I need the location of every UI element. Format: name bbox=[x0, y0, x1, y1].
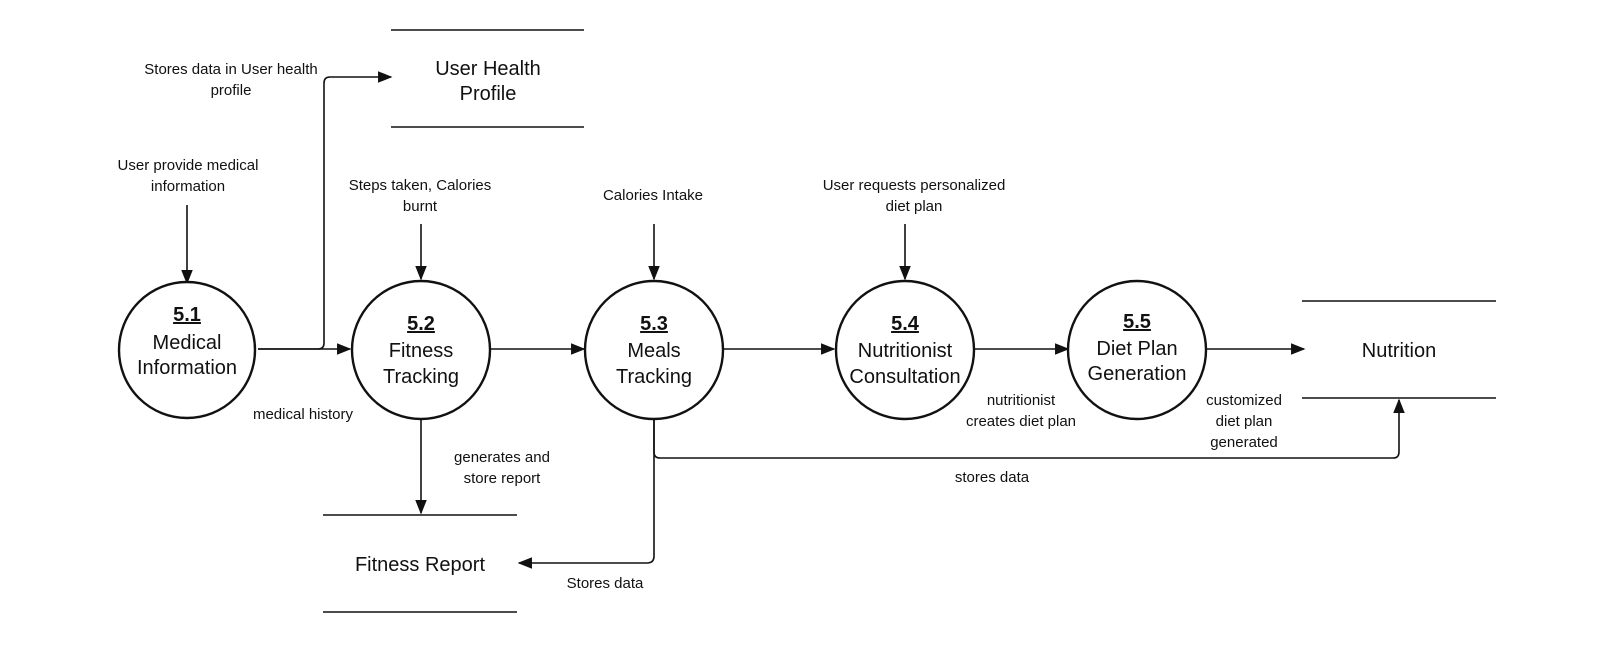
flow-label-stores-data-report: Stores data bbox=[567, 575, 644, 592]
process-name-line-2: Tracking bbox=[383, 366, 459, 388]
flow-label-calories-intake: Calories Intake bbox=[603, 187, 703, 204]
flow-label-stores-data-nutrition: stores data bbox=[955, 469, 1030, 486]
flow-label-customized-diet: diet plan bbox=[1216, 413, 1273, 430]
process-name-line-2: Information bbox=[137, 357, 237, 379]
store-nutrition: Nutrition bbox=[1302, 300, 1496, 399]
process-id: 5.3 bbox=[640, 313, 668, 335]
process-id: 5.2 bbox=[407, 313, 435, 335]
process-circle bbox=[1066, 279, 1208, 421]
flow-label-nutritionist-creates: nutritionist bbox=[987, 392, 1056, 409]
process-5-1: 5.1 Medical Information bbox=[117, 280, 257, 420]
process-5-5: 5.5 Diet Plan Generation bbox=[1066, 279, 1208, 421]
process-name-line-2: Tracking bbox=[616, 366, 692, 388]
process-name-line-1: Medical bbox=[153, 332, 222, 354]
flow-label-user-provide-medical: information bbox=[151, 178, 225, 195]
flow-label-customized-diet: customized bbox=[1206, 392, 1282, 409]
flow-label-steps-calories: Steps taken, Calories bbox=[349, 177, 492, 194]
flow-label-stores-user-health: profile bbox=[211, 82, 252, 99]
store-name-line-1: User Health bbox=[435, 58, 541, 80]
store-user-health-profile: User Health Profile bbox=[391, 29, 584, 128]
store-name-line-2: Profile bbox=[460, 83, 517, 105]
flow-label-nutritionist-creates: creates diet plan bbox=[966, 413, 1076, 430]
process-name-line-1: Diet Plan bbox=[1096, 338, 1177, 360]
process-5-3: 5.3 Meals Tracking bbox=[583, 279, 725, 421]
flow-arrow-meals-to-nutrition bbox=[653, 398, 1405, 459]
process-5-4: 5.4 Nutritionist Consultation bbox=[834, 279, 976, 421]
process-circle bbox=[350, 279, 492, 421]
process-circle bbox=[834, 279, 976, 421]
process-circle bbox=[583, 279, 725, 421]
flow-label-stores-user-health: Stores data in User health bbox=[144, 61, 317, 78]
flow-arrow-meals-to-report bbox=[517, 420, 655, 569]
process-name-line-1: Fitness bbox=[389, 340, 453, 362]
store-fitness-report: Fitness Report bbox=[323, 514, 517, 613]
flow-label-customized-diet: generated bbox=[1210, 434, 1278, 451]
flow-label-medical-history: medical history bbox=[253, 406, 354, 423]
flow-label-steps-calories: burnt bbox=[403, 198, 438, 215]
process-name-line-2: Generation bbox=[1088, 363, 1187, 385]
flow-label-user-provide-medical: User provide medical bbox=[118, 157, 259, 174]
process-5-2: 5.2 Fitness Tracking bbox=[350, 279, 492, 421]
flow-label-generates-report: store report bbox=[464, 470, 542, 487]
process-name-line-1: Meals bbox=[627, 340, 680, 362]
process-id: 5.5 bbox=[1123, 311, 1151, 333]
flow-label-user-requests-diet: diet plan bbox=[886, 198, 943, 215]
process-name-line-1: Nutritionist bbox=[858, 340, 953, 362]
process-id: 5.1 bbox=[173, 304, 201, 326]
store-name: Fitness Report bbox=[355, 554, 485, 576]
flow-label-user-requests-diet: User requests personalized bbox=[823, 177, 1006, 194]
flow-label-generates-report: generates and bbox=[454, 449, 550, 466]
process-name-line-2: Consultation bbox=[849, 366, 960, 388]
store-name: Nutrition bbox=[1362, 340, 1436, 362]
process-id: 5.4 bbox=[891, 313, 920, 335]
process-circle bbox=[117, 280, 257, 420]
